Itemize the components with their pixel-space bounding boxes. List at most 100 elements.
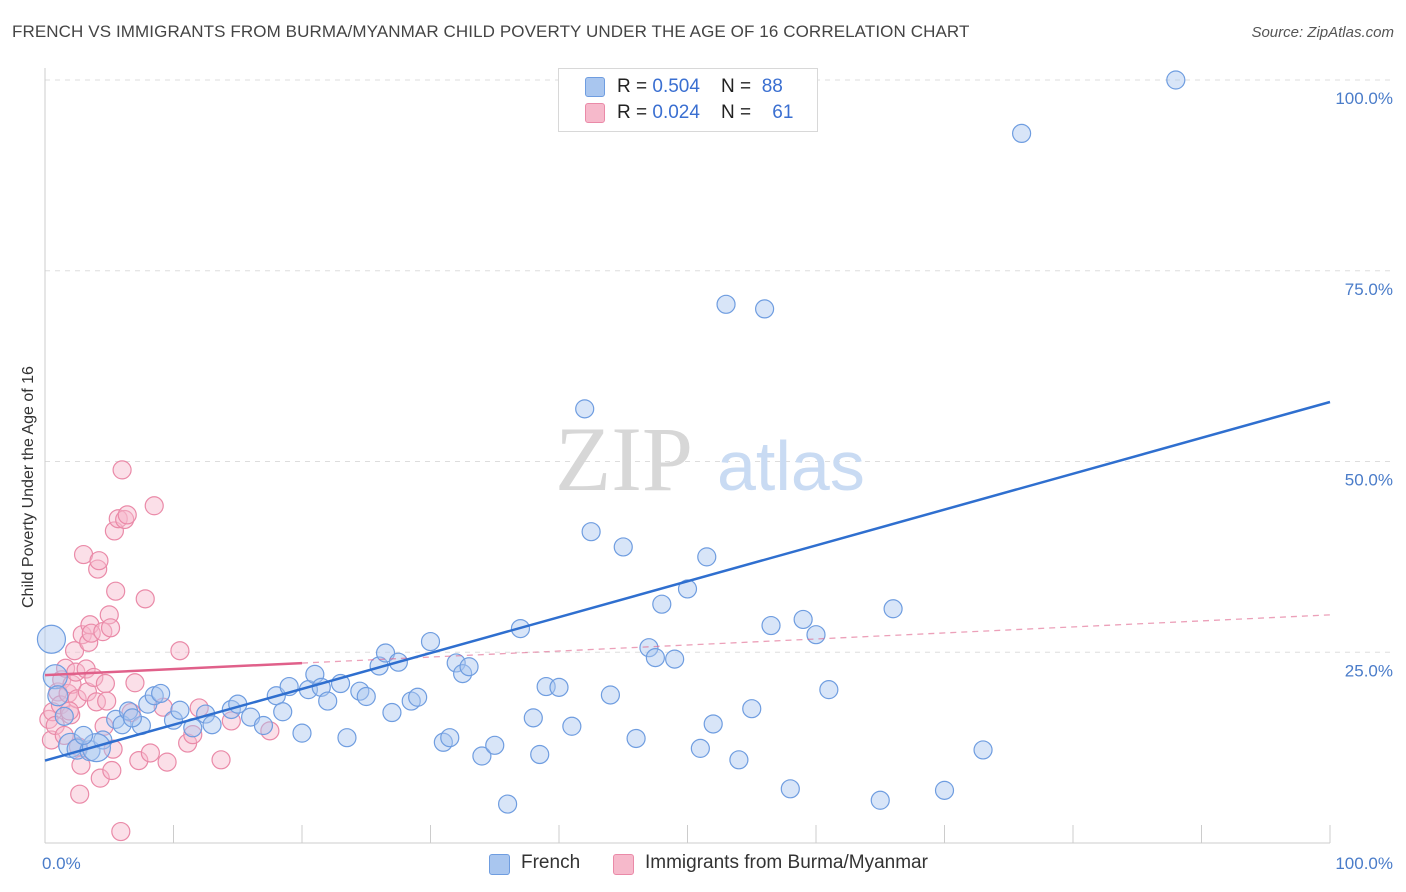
french-point bbox=[42, 664, 68, 690]
french-trend-line bbox=[44, 400, 1331, 762]
french-point bbox=[382, 702, 402, 723]
grid-lines bbox=[45, 79, 1392, 653]
burma-point bbox=[106, 581, 126, 601]
burma-point bbox=[144, 496, 164, 516]
french-point bbox=[690, 738, 710, 758]
french-point bbox=[440, 728, 460, 748]
burma-point bbox=[125, 673, 145, 693]
french-point bbox=[645, 647, 665, 668]
y-tick-label: 75.0% bbox=[1345, 280, 1393, 299]
french-point bbox=[575, 399, 595, 419]
french-point bbox=[934, 780, 955, 800]
burma-point bbox=[102, 760, 122, 781]
y-tick-label: 50.0% bbox=[1345, 471, 1393, 490]
burma-point bbox=[135, 589, 155, 609]
french-point bbox=[716, 294, 736, 314]
french-point bbox=[883, 599, 903, 619]
french-point bbox=[793, 609, 813, 630]
burma-legend-swatch bbox=[613, 854, 634, 875]
burma-r-label: R = bbox=[617, 102, 653, 123]
french-point bbox=[1166, 70, 1186, 90]
burma-point bbox=[117, 505, 137, 525]
burma-point bbox=[70, 784, 90, 804]
french-point bbox=[523, 708, 543, 728]
burma-legend-label: Immigrants from Burma/Myanmar bbox=[645, 852, 928, 873]
french-point bbox=[639, 638, 659, 658]
french-point bbox=[562, 716, 582, 736]
tick-labels: 25.0% 50.0% 75.0% 100.0% 0.0% 100.0% bbox=[42, 89, 1393, 873]
french-point bbox=[729, 750, 749, 770]
legend-item-burma[interactable]: Immigrants from Burma/Myanmar bbox=[613, 852, 973, 876]
watermark-atlas: atlas bbox=[717, 427, 865, 505]
burma-r-value: 0.024 bbox=[652, 102, 700, 123]
french-point bbox=[485, 735, 505, 755]
burma-point bbox=[67, 689, 87, 709]
french-point bbox=[530, 744, 550, 765]
burma-point bbox=[211, 750, 231, 770]
french-point bbox=[613, 537, 633, 557]
stats-legend: R = 0.504 N = 88 R = 0.024 N = 61 bbox=[558, 68, 818, 132]
french-n-label: N = bbox=[721, 76, 757, 97]
french-point bbox=[581, 522, 601, 542]
burma-point bbox=[95, 673, 115, 694]
burma-point bbox=[89, 551, 109, 571]
french-point bbox=[780, 779, 800, 799]
legend-item-french[interactable]: French bbox=[489, 852, 599, 876]
french-point bbox=[356, 686, 376, 707]
french-point bbox=[1011, 123, 1032, 144]
french-swatch bbox=[585, 77, 605, 97]
burma-point bbox=[157, 752, 177, 772]
french-point bbox=[697, 547, 717, 567]
french-point bbox=[122, 708, 142, 728]
french-point bbox=[408, 687, 428, 707]
french-legend-label: French bbox=[521, 852, 581, 873]
french-point bbox=[665, 649, 685, 669]
french-point bbox=[202, 715, 222, 735]
french-point bbox=[420, 631, 441, 652]
french-r-label: R = bbox=[617, 76, 653, 97]
french-point bbox=[337, 728, 357, 748]
french-point bbox=[677, 579, 698, 599]
french-point bbox=[36, 624, 67, 654]
watermark-zip: ZIP bbox=[555, 408, 693, 510]
burma-point bbox=[170, 641, 190, 661]
french-point bbox=[742, 699, 762, 719]
french-point bbox=[703, 714, 723, 734]
french-point bbox=[973, 740, 993, 760]
watermark: ZIP atlas bbox=[555, 408, 865, 510]
french-point bbox=[806, 625, 826, 645]
french-point bbox=[549, 677, 569, 697]
french-point bbox=[870, 790, 890, 810]
y-tick-label: 25.0% bbox=[1345, 661, 1393, 680]
french-point bbox=[273, 702, 293, 722]
burma-point bbox=[100, 618, 121, 638]
french-point bbox=[754, 299, 775, 319]
french-point bbox=[81, 733, 112, 763]
trend-lines bbox=[44, 400, 1331, 762]
burma-point bbox=[260, 721, 280, 741]
french-r-value: 0.504 bbox=[652, 76, 700, 97]
french-point bbox=[73, 725, 94, 746]
source-label: Source: ZipAtlas.com bbox=[1251, 24, 1394, 41]
x-tick-label-max: 100.0% bbox=[1335, 854, 1393, 873]
french-point bbox=[318, 691, 338, 711]
french-point bbox=[626, 728, 646, 749]
french-point bbox=[446, 653, 466, 673]
french-point bbox=[652, 594, 672, 614]
y-tick-label: 100.0% bbox=[1335, 89, 1393, 108]
french-point bbox=[761, 615, 781, 636]
burma-point bbox=[111, 821, 131, 842]
burma-point bbox=[221, 711, 241, 731]
french-point bbox=[472, 746, 492, 766]
burma-point bbox=[183, 725, 203, 745]
x-tick-label-min: 0.0% bbox=[42, 854, 81, 873]
axes bbox=[44, 68, 1331, 844]
burma-point bbox=[140, 743, 160, 763]
french-point bbox=[47, 685, 69, 707]
burma-point bbox=[112, 460, 132, 480]
burma-point bbox=[59, 701, 80, 721]
french-point bbox=[459, 657, 479, 677]
chart-title: FRENCH VS IMMIGRANTS FROM BURMA/MYANMAR … bbox=[12, 22, 970, 41]
burma-point bbox=[97, 691, 117, 711]
